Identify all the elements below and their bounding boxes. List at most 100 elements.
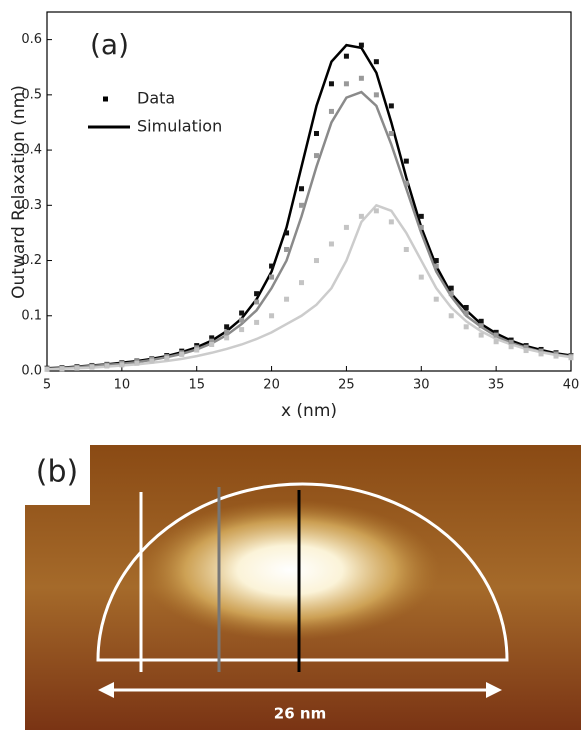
data-point [373, 208, 379, 214]
data-point [463, 310, 469, 316]
data-point [493, 329, 499, 335]
data-point [343, 81, 349, 87]
data-point [224, 329, 230, 335]
bright-region [140, 500, 440, 640]
image-panel: (b) 26 nm [25, 445, 581, 730]
legend-marker [103, 96, 108, 102]
y-tick-label: 0.5 [21, 87, 42, 102]
data-point [388, 103, 394, 109]
data-point [328, 81, 334, 87]
y-axis-label: Outward Relaxation (nm) [9, 85, 29, 299]
data-point [209, 341, 215, 347]
data-point [373, 59, 379, 65]
data-point [343, 53, 349, 59]
data-point [119, 362, 125, 368]
data-point [313, 258, 319, 264]
y-tick-label: 0.2 [21, 253, 42, 268]
panel-label: (b) [36, 455, 78, 490]
data-point [388, 219, 394, 225]
data-point [269, 274, 275, 280]
data-point [328, 108, 334, 114]
data-point [433, 296, 439, 302]
data-point [209, 335, 215, 341]
data-point [104, 363, 110, 369]
data-point [59, 366, 65, 372]
plot-frame [46, 11, 572, 372]
x-tick-label: 10 [114, 378, 131, 393]
data-point [239, 327, 245, 333]
x-tick-label: 30 [413, 378, 430, 393]
data-point [284, 296, 290, 302]
data-point [493, 332, 499, 338]
data-point [403, 180, 409, 186]
data-point [448, 285, 454, 291]
outline [96, 482, 509, 662]
scale-label: 26 nm [274, 705, 326, 723]
y-tick-label: 0.3 [21, 198, 42, 213]
data-point [254, 319, 260, 325]
data-point [224, 324, 230, 330]
data-point [508, 344, 514, 350]
data-point [538, 348, 544, 354]
x-tick-label: 5 [43, 378, 51, 393]
y-tick-label: 0.6 [21, 32, 42, 47]
label-box [25, 445, 90, 505]
data-point [254, 291, 260, 297]
data-point [328, 241, 334, 247]
data-point [269, 313, 275, 319]
x-axis-label: x (nm) [281, 401, 337, 421]
x-tick-label: 35 [488, 378, 505, 393]
panel-label: (a) [90, 28, 129, 61]
data-point [313, 131, 319, 137]
legend-label: Simulation [137, 117, 222, 136]
data-point [224, 335, 230, 341]
data-point [523, 348, 529, 354]
legend-label: Data [137, 89, 175, 108]
data-point [448, 291, 454, 297]
data-point [149, 358, 155, 364]
data-point [433, 258, 439, 264]
data-point [299, 186, 305, 192]
data-point [179, 351, 185, 357]
data-point [388, 131, 394, 137]
data-point [433, 263, 439, 269]
data-point [284, 230, 290, 236]
data-point [358, 75, 364, 81]
data-point [418, 274, 424, 280]
data-point [478, 318, 484, 324]
data-point [568, 355, 574, 361]
y-tick-label: 0.4 [21, 143, 42, 158]
data-point [299, 202, 305, 208]
data-point [89, 364, 95, 370]
data-point [313, 153, 319, 159]
data-point [74, 365, 80, 371]
x-tick-label: 20 [263, 378, 280, 393]
data-point [463, 304, 469, 310]
data-point [403, 246, 409, 252]
x-tick-label: 15 [188, 378, 205, 393]
y-tick-label: 0.0 [21, 364, 42, 379]
data-point [403, 158, 409, 164]
data-point [343, 224, 349, 230]
x-tick-label: 25 [338, 378, 355, 393]
data-point [478, 332, 484, 338]
data-point [254, 299, 260, 305]
simulation-line [46, 203, 572, 371]
data-point [553, 353, 559, 359]
data-point [269, 263, 275, 269]
data-point [239, 317, 245, 323]
data-point [44, 366, 50, 372]
data-point [358, 42, 364, 48]
data-point [134, 360, 140, 366]
data-point [239, 310, 245, 316]
data-point [164, 355, 170, 361]
data-point [493, 339, 499, 345]
simulation-line [46, 43, 572, 370]
data-point [508, 339, 514, 345]
data-point [194, 347, 200, 353]
data-point [209, 338, 215, 344]
data-point [463, 324, 469, 330]
data-point [373, 92, 379, 98]
chart-a: (a) x (nm) Outward Relaxation (nm) 0.0 0.… [9, 11, 579, 421]
